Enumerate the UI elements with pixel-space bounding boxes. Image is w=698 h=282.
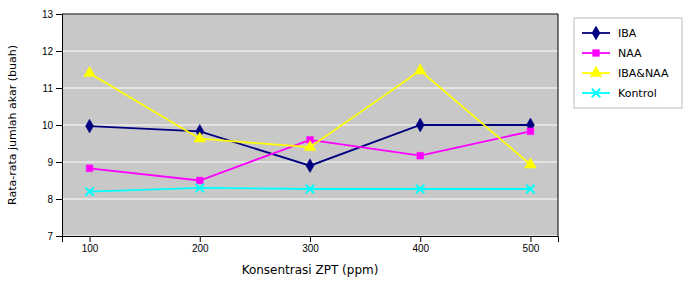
x-axis: 100 200 300 400 500 (63, 236, 559, 254)
y-tick: 9 (47, 157, 62, 168)
plot-root: 100 200 300 400 500 7 8 9 10 11 12 13 (42, 9, 559, 254)
y-tick-mark (56, 88, 62, 89)
y-tick: 13 (42, 9, 62, 20)
y-axis-line (56, 15, 63, 237)
legend-marker (590, 66, 602, 76)
series (84, 64, 537, 168)
y-tick-label: 11 (43, 83, 54, 94)
y-tick-mark (56, 51, 62, 52)
x-tick-mark (200, 236, 201, 242)
y-tick-label: 13 (42, 9, 54, 20)
y-tick: 7 (47, 231, 62, 242)
y-tick-mark (56, 162, 62, 163)
frame-top (62, 14, 558, 15)
y-tick: 11 (43, 83, 62, 94)
x-tick-mark (310, 236, 311, 242)
plot-area (84, 64, 537, 196)
point (86, 165, 93, 172)
y-tick: 12 (42, 46, 62, 57)
legend-marker (592, 89, 600, 97)
chart-container: 100 200 300 400 500 7 8 9 10 11 12 13 Konsentrasi ZP… (0, 0, 698, 282)
series (85, 184, 534, 196)
x-tick-label: 300 (302, 243, 319, 254)
x-tick: 300 (302, 236, 319, 254)
point (196, 177, 203, 184)
y-tick-mark (56, 125, 62, 126)
point (306, 159, 314, 173)
point (85, 187, 93, 195)
series-line (90, 131, 531, 180)
legend-item: NAA (582, 47, 642, 60)
y-tick-label: 7 (47, 231, 53, 242)
legend-marker (593, 50, 600, 57)
y-axis: 7 8 9 10 11 12 13 (42, 9, 63, 242)
legend-label: NAA (618, 47, 642, 60)
x-tick-label: 200 (192, 243, 209, 254)
plot-background (62, 14, 558, 236)
y-grid-line (62, 199, 558, 200)
legend: IBA NAA IBA&NAA Kontrol (574, 18, 682, 108)
y-tick-label: 12 (42, 46, 54, 57)
point (194, 132, 206, 142)
series-line (90, 71, 531, 165)
legend-label: IBA (618, 27, 637, 40)
x-axis-title: Konsentrasi ZPT (ppm) (242, 263, 379, 277)
point (416, 118, 424, 132)
point (84, 66, 96, 76)
x-tick-mark (420, 236, 421, 242)
x-tick-label: 100 (82, 243, 99, 254)
x-tick: 200 (192, 236, 209, 254)
y-axis-title: Rata-rata jumlah akar (buah) (6, 45, 19, 205)
y-grid-line (62, 14, 558, 15)
legend-marker (592, 26, 600, 40)
point (86, 119, 94, 133)
point (304, 140, 316, 150)
y-tick-mark (56, 236, 62, 237)
legend-item: IBA&NAA (582, 66, 669, 80)
x-tick-label: 500 (523, 243, 540, 254)
point (417, 152, 424, 159)
y-tick-label: 9 (47, 157, 53, 168)
x-tick: 400 (412, 236, 429, 254)
frame-right (558, 14, 559, 236)
y-tick-label: 10 (42, 120, 54, 131)
point (414, 64, 426, 74)
x-tick-mark (530, 236, 531, 242)
x-tick-mark (90, 236, 91, 242)
legend-label: IBA&NAA (618, 67, 669, 80)
y-tick-mark (56, 199, 62, 200)
point (416, 185, 424, 193)
y-tick: 10 (42, 120, 62, 131)
legend-item: Kontrol (582, 87, 657, 100)
y-tick-label: 8 (47, 194, 53, 205)
series (86, 128, 534, 184)
x-tick-label: 400 (412, 243, 429, 254)
grid (62, 14, 558, 236)
x-tick: 500 (523, 236, 540, 254)
legend-box (574, 18, 682, 108)
y-grid-line (62, 51, 558, 52)
point (306, 185, 314, 193)
y-tick-mark (56, 14, 62, 15)
legend-label: Kontrol (618, 87, 657, 100)
chart-svg: 100 200 300 400 500 7 8 9 10 11 12 13 Konsentrasi ZP… (0, 0, 698, 282)
point (526, 185, 534, 193)
point (196, 184, 204, 192)
y-tick: 8 (47, 194, 62, 205)
point (527, 128, 534, 135)
x-axis-line (63, 237, 559, 243)
point (525, 158, 537, 168)
legend-item: IBA (582, 26, 637, 40)
x-tick: 100 (82, 236, 99, 254)
y-grid-line (62, 88, 558, 89)
